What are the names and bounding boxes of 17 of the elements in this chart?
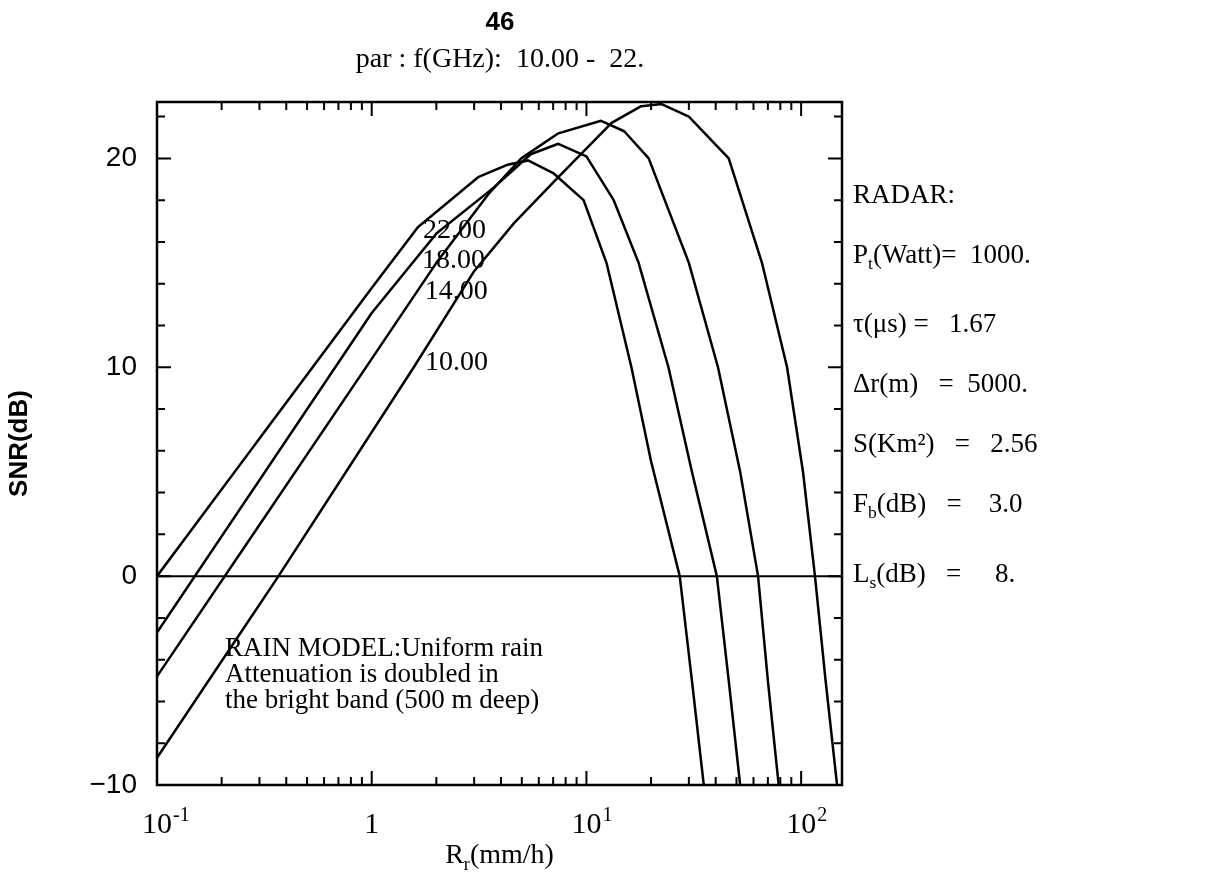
text: P$_{t}$(Watt)= 1000. [853, 239, 1031, 274]
text: τ(μs) = 1.67 [853, 308, 997, 339]
text: F$_{b}$(dB) = 3.0 [853, 488, 1023, 523]
text: Δr(m) = 5000. [853, 368, 1029, 399]
x-axis-title: R$_{r}$(mm/h) [444, 838, 555, 875]
series-label: 10.00 [424, 344, 488, 376]
x-tick-label: 1 [364, 806, 380, 839]
text: L$_{s}$(dB) = 8. [853, 557, 1016, 593]
y-tick-label: 0 [121, 558, 137, 590]
chart-subtitle: par : f(GHz): 10.00 - 22. [354, 42, 646, 74]
chart-title: 46 [484, 6, 516, 37]
text: S(Km²) = 2.56 [853, 428, 1038, 459]
y-tick-label: −10 [89, 767, 137, 799]
y-axis-title: SNR(dB) [2, 390, 33, 497]
y-tick-label: 10 [105, 349, 137, 381]
text: RADAR: [853, 179, 956, 209]
y-tick-label: 20 [105, 141, 137, 173]
